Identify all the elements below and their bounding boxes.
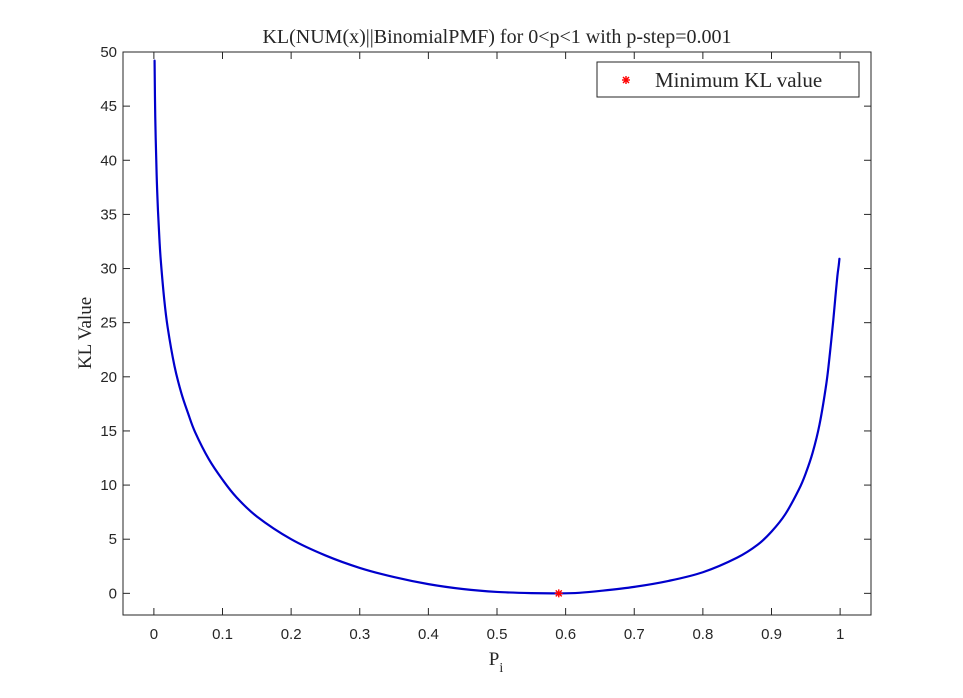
x-axis-label: Pi xyxy=(489,649,504,676)
series-layer xyxy=(153,59,841,598)
x-tick-label: 0.9 xyxy=(761,626,782,643)
x-tick-label: 0.5 xyxy=(487,626,508,643)
y-tick-label: 10 xyxy=(100,477,117,494)
y-tick-label: 50 xyxy=(100,44,117,61)
legend-box xyxy=(596,61,860,98)
x-tick-label: 0.3 xyxy=(349,626,370,643)
x-tick-label: 0 xyxy=(150,626,158,643)
y-tick-label: 5 xyxy=(109,531,117,548)
y-tick-label: 30 xyxy=(100,261,117,278)
legend-label: Minimum KL value xyxy=(655,68,822,92)
kl-curve-line xyxy=(153,59,841,595)
tick-labels-layer: 0 0.1 0.2 0.3 0.4 0.5 0.6 0.7 0.8 0.9 105101520253… xyxy=(100,44,844,643)
x-tick-label: 1 xyxy=(836,626,844,643)
axes-box xyxy=(122,51,872,616)
y-tick-label: 0 xyxy=(109,585,117,602)
y-tick-label: 25 xyxy=(100,315,117,332)
y-axis-label: KL Value xyxy=(75,297,96,369)
x-axis-label-main: P xyxy=(489,649,500,670)
x-tick-label: 0.6 xyxy=(555,626,576,643)
chart-title: KL(NUM(x)||BinomialPMF) for 0<p<1 with p… xyxy=(262,26,731,48)
y-tick-label: 15 xyxy=(100,423,117,440)
legend: Minimum KL value xyxy=(596,61,860,98)
x-tick-label: 0.7 xyxy=(624,626,645,643)
legend-marker-star xyxy=(622,76,630,84)
y-tick-label: 20 xyxy=(100,369,117,386)
y-tick-label: 35 xyxy=(100,206,117,223)
ticks-layer xyxy=(123,51,871,615)
legend-star-icon xyxy=(622,76,630,84)
minimum-kl-point xyxy=(554,589,563,598)
x-tick-label: 0.1 xyxy=(212,626,233,643)
x-axis-label-subscript: i xyxy=(499,661,503,676)
x-tick-label: 0.8 xyxy=(692,626,713,643)
x-tick-label: 0.2 xyxy=(281,626,302,643)
y-tick-label: 40 xyxy=(100,152,117,169)
star-stroke xyxy=(622,76,630,84)
star-stroke xyxy=(555,589,563,597)
x-tick-label: 0.4 xyxy=(418,626,439,643)
y-tick-label: 45 xyxy=(100,98,117,115)
